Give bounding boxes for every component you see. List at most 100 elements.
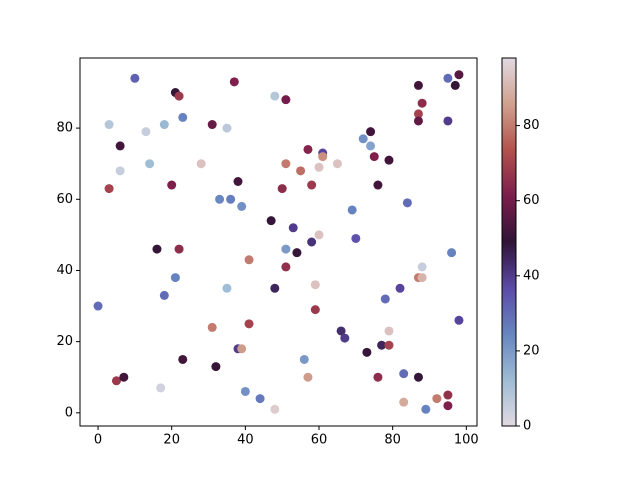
point (270, 91, 280, 101)
point (244, 319, 254, 329)
axes-frame (79, 57, 478, 427)
point (130, 73, 140, 83)
point (413, 116, 423, 126)
point (104, 120, 114, 130)
point (115, 166, 125, 176)
point (443, 401, 453, 411)
colorbar-tick-label: 0 (523, 419, 531, 434)
point (307, 180, 317, 190)
y-tick-label: 80 (56, 121, 73, 136)
point (215, 194, 225, 204)
colorbar (501, 57, 517, 427)
point (303, 144, 313, 154)
point (207, 120, 217, 130)
point (399, 397, 409, 407)
point (281, 244, 291, 254)
point (222, 123, 232, 133)
point (152, 244, 162, 254)
x-tick-label: 40 (237, 433, 254, 448)
point (222, 283, 232, 293)
point (244, 255, 254, 265)
point (373, 180, 383, 190)
point (384, 326, 394, 336)
point (270, 404, 280, 414)
point (366, 141, 376, 151)
point (314, 162, 324, 172)
point (395, 283, 405, 293)
point (174, 91, 184, 101)
point (447, 248, 457, 258)
point (233, 176, 243, 186)
x-tick-label: 100 (454, 433, 479, 448)
y-tick-label: 40 (56, 263, 73, 278)
point (174, 244, 184, 254)
x-tick-label: 20 (163, 433, 180, 448)
point (156, 383, 166, 393)
point (377, 340, 387, 350)
point (413, 80, 423, 90)
point (358, 134, 368, 144)
point (413, 109, 423, 119)
point (443, 390, 453, 400)
point (421, 404, 431, 414)
point (413, 372, 423, 382)
point (115, 141, 125, 151)
colorbar-tick-label: 80 (523, 118, 540, 133)
point (362, 347, 372, 357)
point (93, 301, 103, 311)
point (266, 216, 276, 226)
point (292, 248, 302, 258)
point (255, 394, 265, 404)
point (196, 159, 206, 169)
point (159, 290, 169, 300)
y-tick-label: 20 (56, 334, 73, 349)
point (178, 112, 188, 122)
point (443, 116, 453, 126)
point (237, 344, 247, 354)
point (347, 205, 357, 215)
point (373, 372, 383, 382)
point (145, 159, 155, 169)
point (307, 237, 317, 247)
point (104, 184, 114, 194)
point (277, 184, 287, 194)
point (310, 305, 320, 315)
point (454, 315, 464, 325)
x-tick-label: 80 (384, 433, 401, 448)
point (417, 98, 427, 108)
point (299, 354, 309, 364)
y-tick-label: 0 (65, 405, 73, 420)
point (170, 273, 180, 283)
point (340, 333, 350, 343)
point (141, 127, 151, 137)
point (336, 326, 346, 336)
point (384, 155, 394, 165)
point (366, 127, 376, 137)
point (384, 340, 394, 350)
point (351, 233, 361, 243)
point (237, 201, 247, 211)
y-tick-label: 60 (56, 192, 73, 207)
point (310, 280, 320, 290)
point (402, 198, 412, 208)
point (226, 194, 236, 204)
point (207, 322, 217, 332)
point (417, 273, 427, 283)
point (443, 73, 453, 83)
point (369, 152, 379, 162)
point (281, 262, 291, 272)
colorbar-tick-label: 20 (523, 343, 540, 358)
colorbar-tick-label: 60 (523, 193, 540, 208)
x-tick-label: 0 (94, 433, 102, 448)
point (417, 262, 427, 272)
point (281, 95, 291, 105)
point (432, 394, 442, 404)
point (270, 283, 280, 293)
point (288, 223, 298, 233)
x-tick-label: 60 (311, 433, 328, 448)
point (178, 354, 188, 364)
point (296, 166, 306, 176)
point (229, 77, 239, 87)
